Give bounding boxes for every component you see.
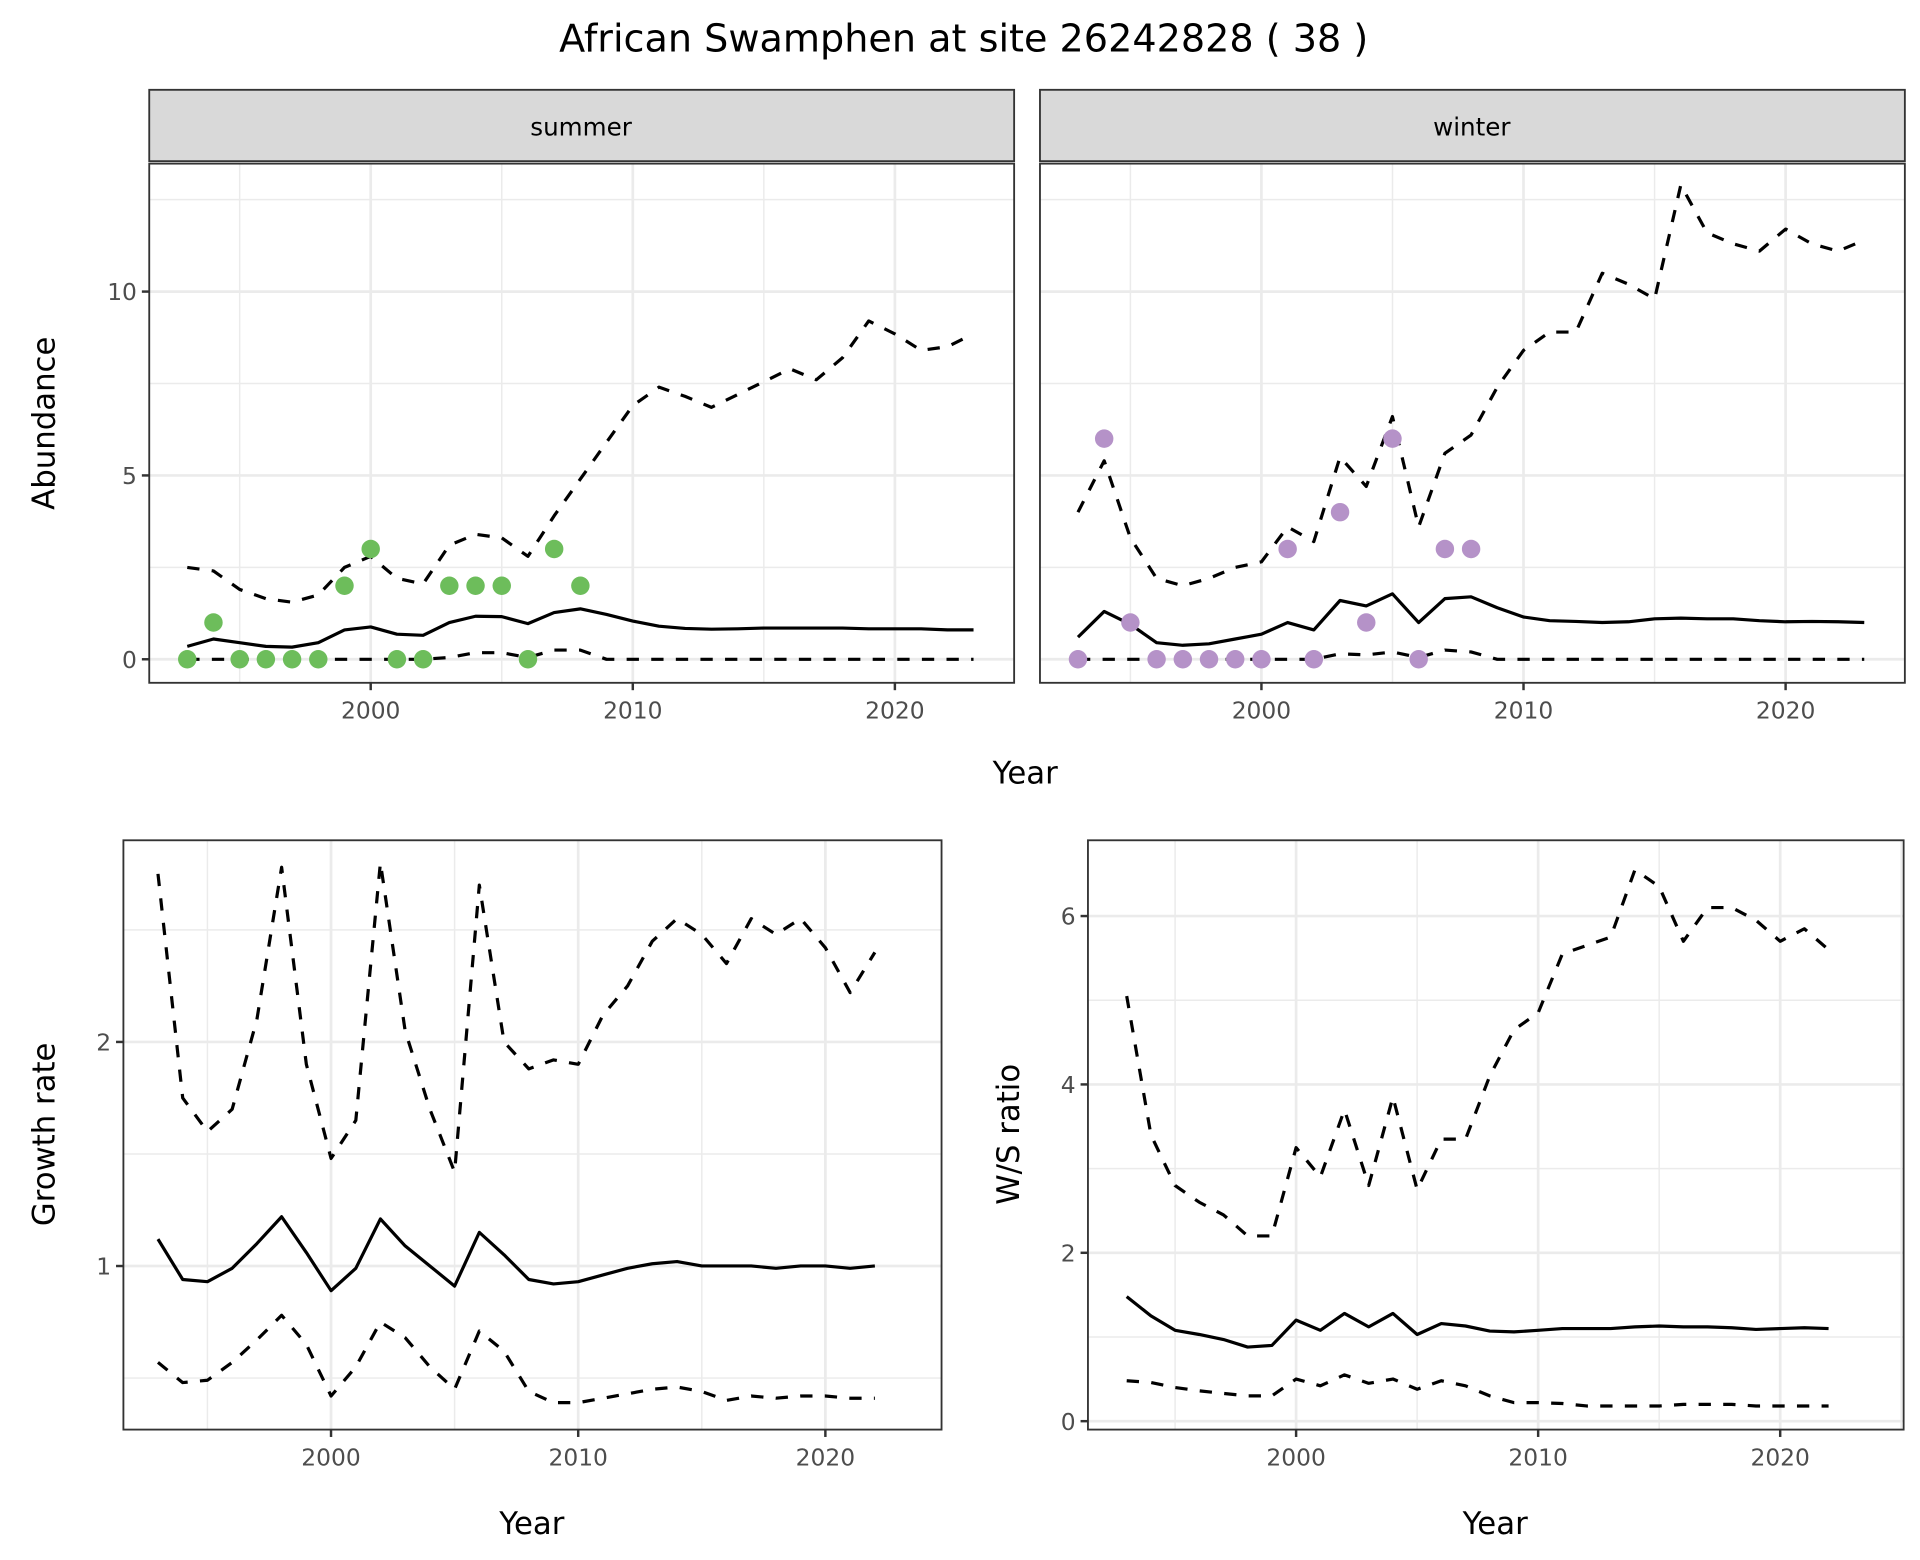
plot-background (149, 163, 1015, 683)
y-tick-label: 5 (122, 462, 137, 490)
panel-winter: 2000 2010 2020 (1039, 88, 1906, 724)
observed-count-point (282, 650, 302, 669)
series-line-estimate (1125, 1295, 1829, 1349)
observed-count-point (1409, 650, 1428, 669)
observed-count-point (335, 576, 354, 595)
series-line-lower-bound (156, 1313, 875, 1405)
observed-count-point (1121, 613, 1140, 632)
observed-count-point (361, 539, 380, 559)
facet-strip-summer: summer (530, 112, 632, 141)
observed-count-point (1225, 650, 1245, 669)
observed-count-point (230, 650, 249, 669)
x-tick-label: 2020 (1756, 696, 1815, 724)
x-tick-label: 2020 (865, 696, 924, 724)
facet-strip-background (1039, 88, 1906, 163)
panel-summer: 2000 2010 2020 0 5 10 (107, 88, 1016, 724)
observed-count-point (518, 650, 538, 669)
observed-count-point (309, 650, 328, 669)
x-tick-label: 2020 (796, 1443, 855, 1471)
observed-count-point (1094, 429, 1114, 448)
plot-background (1039, 163, 1905, 683)
observed-count-point (1068, 650, 1088, 669)
observed-count-point (1252, 650, 1271, 669)
series-line-upper-bound (1125, 868, 1830, 1238)
x-tick-label: 2000 (341, 696, 400, 724)
x-tick-label: 2000 (1266, 1443, 1325, 1471)
series-line-upper-bound (1076, 183, 1865, 588)
plot-background (123, 840, 942, 1430)
ratio-y-axis-title: W/S ratio (991, 1064, 1027, 1205)
series-line-upper-bound (187, 319, 975, 604)
observed-count-point (1199, 650, 1219, 669)
ratio-x-axis-title: Year (1462, 1506, 1528, 1542)
y-tick-label: 4 (1061, 1071, 1076, 1099)
panel-border (1087, 839, 1905, 1431)
y-tick-label: 10 (107, 278, 137, 306)
growth-y-axis-title: Growth rate (27, 1043, 63, 1227)
x-tick-label: 2010 (1494, 696, 1553, 724)
abundance-y-axis-title: Abundance (27, 337, 63, 510)
x-tick-label: 2010 (548, 1443, 607, 1471)
panel-border (148, 162, 1016, 684)
observed-count-point (1383, 429, 1402, 448)
observed-count-point (1278, 539, 1297, 559)
y-tick-label: 0 (122, 646, 137, 674)
observed-count-point (1304, 650, 1324, 669)
x-tick-label: 2010 (603, 696, 662, 724)
series-line-upper-bound (156, 861, 877, 1174)
series-line-estimate (1076, 592, 1865, 647)
observed-count-point (178, 650, 197, 669)
y-tick-label: 2 (1061, 1239, 1076, 1267)
observed-count-point (492, 576, 511, 595)
observed-count-point (256, 650, 276, 669)
panel-ratio: 2000 2010 2020 0 2 4 6 (1061, 839, 1905, 1471)
y-tick-label: 6 (1061, 903, 1076, 931)
x-tick-label: 2010 (1508, 1443, 1567, 1471)
observed-count-point (1357, 613, 1376, 632)
y-tick-label: 1 (96, 1253, 111, 1281)
figure-title: African Swamphen at site 26242828 ( 38 ) (559, 17, 1368, 61)
x-tick-label: 2020 (1750, 1443, 1809, 1471)
panel-border (1039, 162, 1906, 684)
panel-border (122, 839, 943, 1431)
observed-count-point (204, 613, 223, 632)
growth-x-axis-title: Year (498, 1506, 564, 1542)
observed-count-point (1173, 650, 1193, 669)
observed-count-point (387, 650, 407, 669)
observed-count-point (571, 576, 590, 595)
facet-strip-background (148, 88, 1016, 163)
series-line-estimate (156, 1215, 876, 1293)
facet-strip-winter: winter (1433, 112, 1511, 141)
series-line-estimate (186, 607, 974, 649)
observed-count-point (1435, 539, 1455, 559)
y-tick-label: 2 (96, 1029, 111, 1057)
x-tick-label: 2000 (1232, 696, 1291, 724)
x-tick-label: 2000 (301, 1443, 360, 1471)
observed-count-point (544, 539, 564, 559)
y-tick-label: 0 (1061, 1408, 1076, 1436)
observed-count-point (466, 576, 485, 595)
observed-count-point (1147, 650, 1166, 669)
abundance-x-axis-title: Year (992, 756, 1058, 792)
panel-growth: 2000 2010 2020 1 2 (96, 839, 943, 1471)
observed-count-point (413, 650, 433, 669)
observed-count-point (1330, 502, 1350, 522)
observed-count-point (1461, 539, 1481, 559)
observed-count-point (440, 576, 459, 595)
